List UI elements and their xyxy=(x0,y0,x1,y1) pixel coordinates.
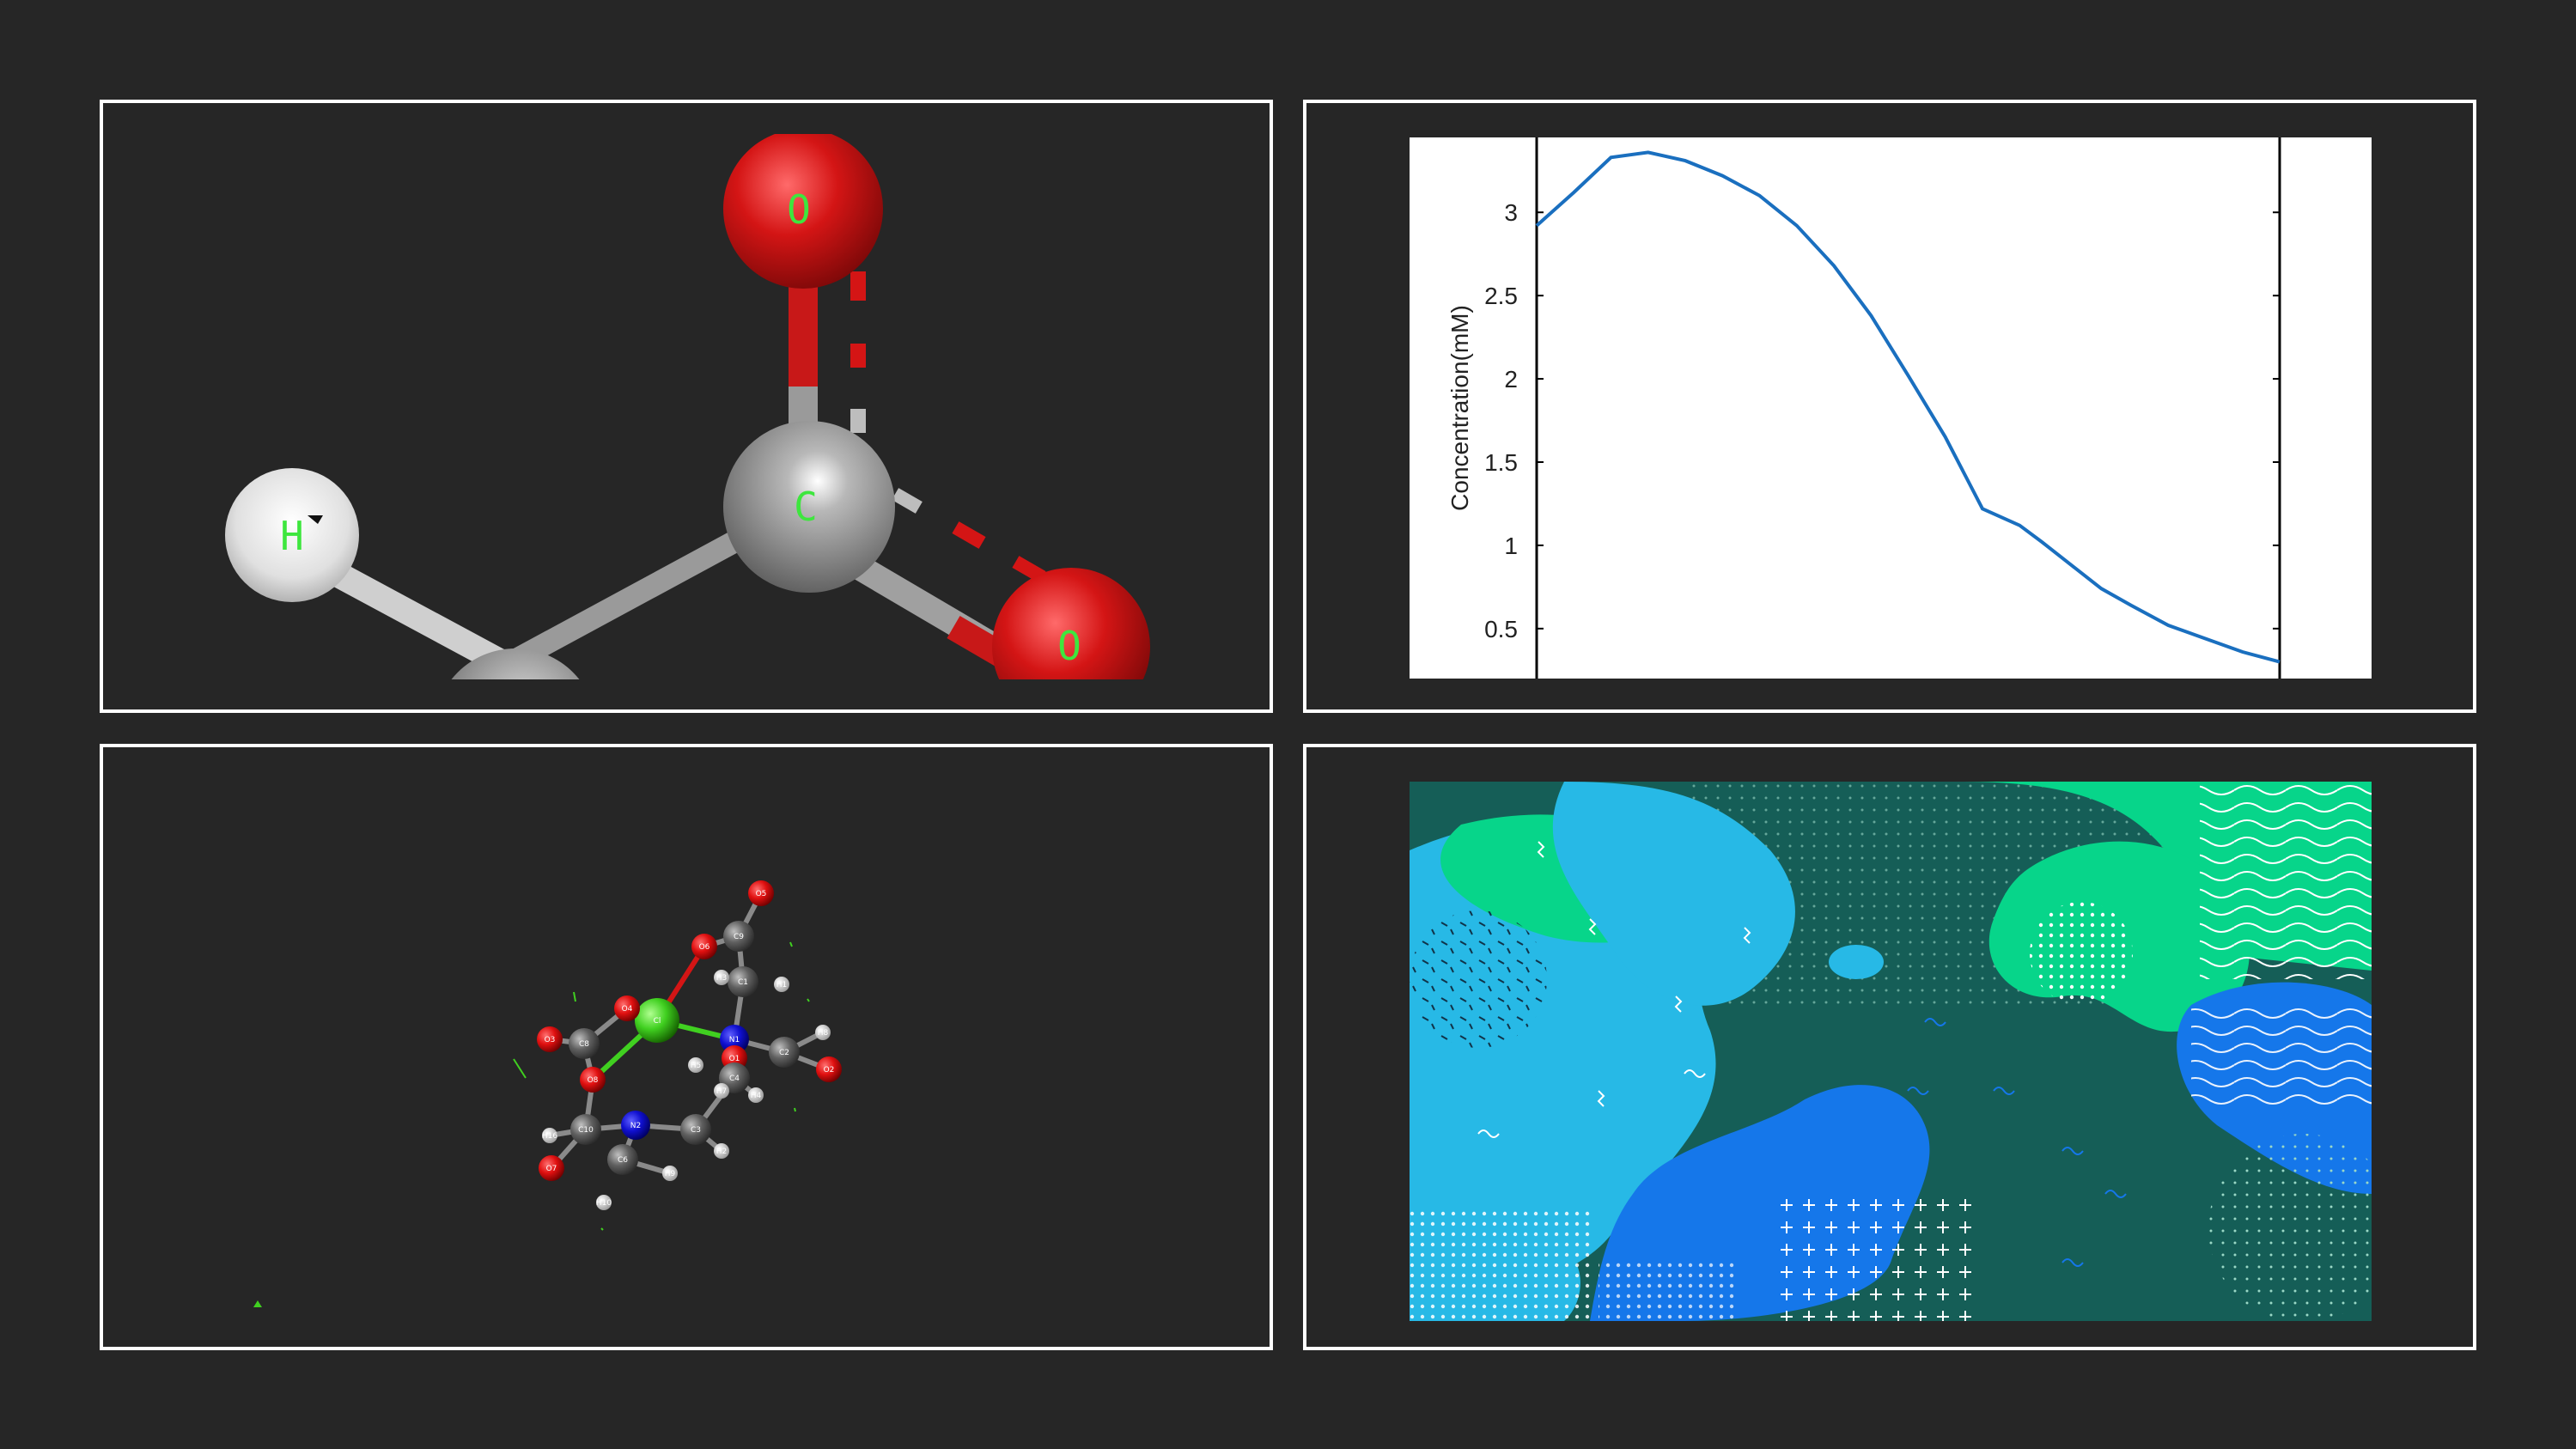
svg-text:H5: H5 xyxy=(691,1062,702,1070)
atom-carbon-center[interactable] xyxy=(723,421,895,593)
svg-text:H1: H1 xyxy=(776,981,788,989)
abstract-pattern-image xyxy=(1410,782,2372,1321)
y-ticks-right xyxy=(2273,211,2280,630)
svg-text:O4: O4 xyxy=(622,1005,633,1014)
atom-oxygen-right[interactable] xyxy=(992,568,1150,709)
svg-text:H2: H2 xyxy=(716,1148,728,1156)
svg-text:C4: C4 xyxy=(729,1075,740,1083)
double-bond-dash xyxy=(850,344,866,368)
atom-oxygen-top[interactable] xyxy=(723,129,883,289)
svg-text:O5: O5 xyxy=(756,890,767,898)
svg-text:N1: N1 xyxy=(729,1036,740,1044)
molecule-atoms xyxy=(537,880,842,1210)
y-tick-label: 0.5 xyxy=(1484,616,1518,642)
concentration-series-line[interactable] xyxy=(1535,150,2281,664)
concentration-chart: 0.5 1 1.5 2 2.5 3 Concentration(mM) xyxy=(1410,137,2372,679)
y-tick-label: 1.5 xyxy=(1484,449,1518,476)
complex-molecule-view[interactable]: O5 C9 O6 H3 C1 H1 O4 C8 Cl N1 H8 C2 O2 O… xyxy=(103,747,1270,1347)
y-tick-label: 2.5 xyxy=(1484,283,1518,309)
plot-background xyxy=(1410,137,2372,679)
svg-text:H10: H10 xyxy=(596,1199,612,1208)
svg-text:H3: H3 xyxy=(716,974,728,983)
axis-indicator-icon xyxy=(253,1300,262,1307)
svg-text:O2: O2 xyxy=(824,1066,835,1075)
y-ticks xyxy=(1537,211,1544,630)
double-bond-dash xyxy=(850,409,866,433)
atom-hydrogen-left[interactable] xyxy=(225,468,359,602)
y-tick-label: 1 xyxy=(1504,533,1518,559)
y-tick-label: 3 xyxy=(1504,199,1518,226)
svg-text:N2: N2 xyxy=(630,1122,641,1130)
svg-text:C2: C2 xyxy=(779,1049,789,1057)
atom-carbon-partial xyxy=(451,648,580,679)
svg-text:H8: H8 xyxy=(818,1029,829,1038)
molecule-closeup-view[interactable]: O C H O xyxy=(103,103,1270,709)
molecule-atom-labels: O5 C9 O6 H3 C1 H1 O4 C8 Cl N1 H8 C2 O2 O… xyxy=(542,890,835,1208)
y-tick-label: 2 xyxy=(1504,366,1518,393)
y-tick-labels: 0.5 1 1.5 2 2.5 3 xyxy=(1484,199,1518,642)
svg-text:H16: H16 xyxy=(542,1132,557,1141)
svg-text:C1: C1 xyxy=(738,978,748,987)
svg-text:O7: O7 xyxy=(546,1165,557,1173)
atom-label-c: C xyxy=(794,484,818,530)
atom-label-h: H xyxy=(280,513,304,559)
svg-text:H4: H4 xyxy=(751,1092,762,1100)
svg-text:C6: C6 xyxy=(618,1156,628,1165)
svg-text:C8: C8 xyxy=(579,1040,589,1049)
double-bond-dash xyxy=(952,521,986,549)
svg-text:C3: C3 xyxy=(691,1126,701,1135)
double-bond-dash xyxy=(850,271,866,301)
atom-label-o-top: O xyxy=(787,186,811,233)
svg-text:H9: H9 xyxy=(665,1170,676,1178)
atom-label-o-right: O xyxy=(1057,623,1081,669)
svg-text:H7: H7 xyxy=(716,1087,728,1096)
svg-text:O6: O6 xyxy=(699,943,710,952)
cursor-marker xyxy=(308,515,323,524)
molecule-closeup-panel: O C H O xyxy=(100,100,1273,713)
double-bond-dash xyxy=(892,488,923,514)
abstract-pattern-panel xyxy=(1303,744,2476,1350)
svg-text:C10: C10 xyxy=(578,1126,594,1135)
svg-text:O8: O8 xyxy=(588,1076,599,1085)
svg-text:O3: O3 xyxy=(545,1036,556,1044)
complex-molecule-panel: O5 C9 O6 H3 C1 H1 O4 C8 Cl N1 H8 C2 O2 O… xyxy=(100,744,1273,1350)
y-axis-label: Concentration(mM) xyxy=(1446,305,1473,511)
svg-text:C9: C9 xyxy=(734,933,744,941)
svg-text:Cl: Cl xyxy=(654,1017,661,1026)
stray-green-marks xyxy=(513,941,810,1231)
concentration-chart-panel: 0.5 1 1.5 2 2.5 3 Concentration(mM) xyxy=(1303,100,2476,713)
svg-text:O1: O1 xyxy=(729,1055,740,1063)
